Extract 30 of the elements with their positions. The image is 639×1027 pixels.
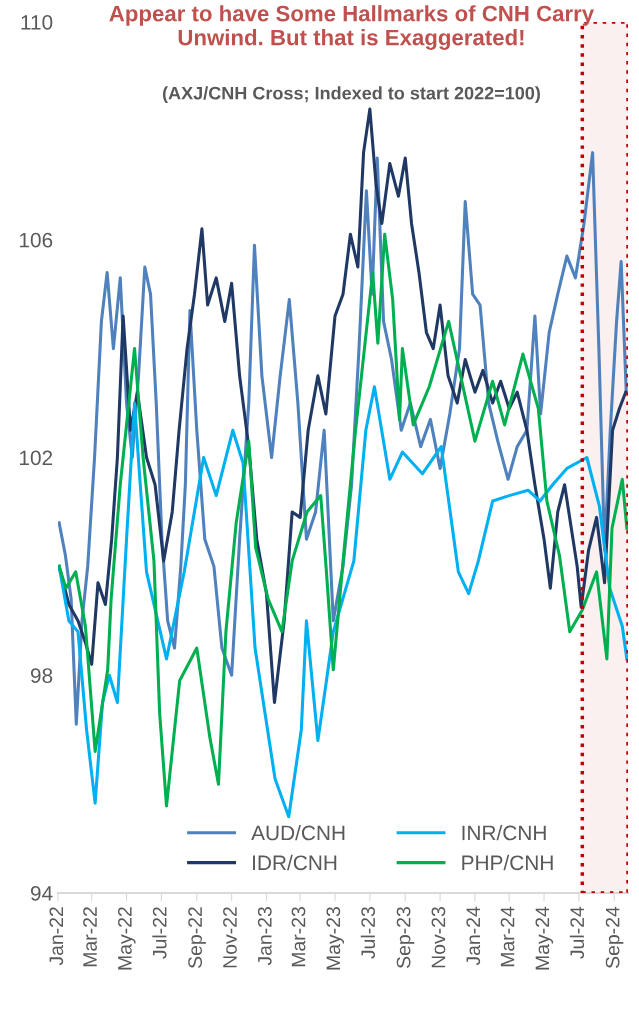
- x-tick-label: Sep-23: [396, 907, 415, 969]
- y-tick-label: 98: [30, 668, 53, 683]
- y-tick-label: 110: [21, 15, 53, 30]
- x-tick-label: May-24: [535, 906, 554, 970]
- legend-label: PHP/CNH: [462, 854, 553, 871]
- y-tick-label: 106: [19, 232, 53, 248]
- x-tick-label: Jan-24: [466, 906, 481, 966]
- legend-label: IDR/CNH: [253, 854, 337, 871]
- x-tick-label: May-23: [326, 907, 345, 970]
- y-tick-label: 94: [30, 886, 53, 901]
- line-series: [58, 385, 628, 819]
- x-tick-label: Mar-22: [83, 907, 97, 967]
- x-tick-label: Sep-24: [605, 906, 624, 969]
- legend-label: AUD/CNH: [251, 824, 345, 841]
- x-tick-label: Nov-23: [431, 907, 446, 968]
- x-tick-label: Sep-22: [188, 907, 206, 969]
- x-tick-label: May-22: [117, 907, 136, 970]
- line-series: [58, 232, 628, 808]
- x-tick-label: Jan-22: [49, 907, 64, 966]
- x-tick-label: Mar-23: [291, 907, 306, 967]
- x-tick-label: Jul-22: [152, 907, 167, 959]
- chart-title: Appear to have Some Hallmarks of CNH Carry Unwind. But that is Exaggerated!: [109, 5, 595, 50]
- x-tick-label: Mar-24: [500, 906, 515, 967]
- x-tick-label: Jan-23: [257, 907, 272, 966]
- x-tick-label: Jul-24: [569, 906, 585, 959]
- y-tick-label: 102: [19, 450, 53, 466]
- legend-label: INR/CNH: [462, 824, 546, 841]
- x-tick-label: Nov-22: [223, 907, 237, 968]
- text: (AXJ/CNH Cross; Indexed to start 2022=100): [162, 86, 540, 104]
- x-tick-label: Jul-23: [360, 907, 376, 959]
